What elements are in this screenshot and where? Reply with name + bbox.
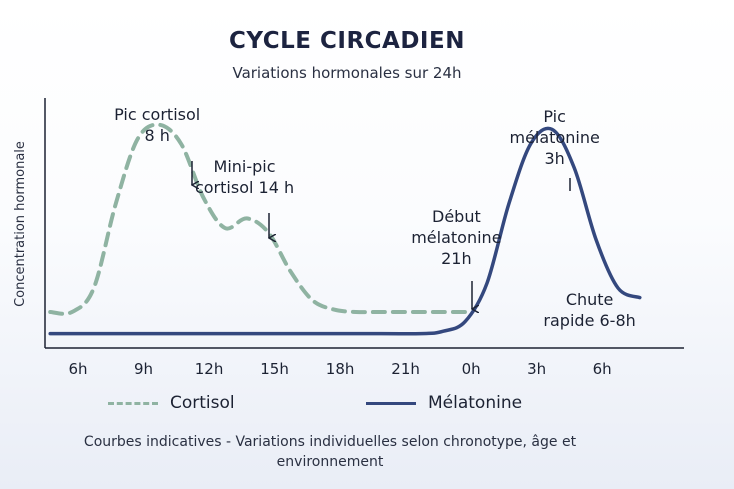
legend-item-melatonine: Mélatonine [366,393,522,413]
x-tick-label: 12h [195,360,224,378]
annotation-text: cortisol 14 h [195,178,294,197]
annotation: Chute rapide 6-8h [543,290,635,330]
annotation-text: 8 h [144,126,169,145]
legend-label-cortisol: Cortisol [170,393,235,413]
legend-item-cortisol: Cortisol [108,393,235,413]
series-line-cortisol [48,122,468,316]
annotation: Pic mélatonine 3h [510,107,600,191]
x-tick-label: 15h [260,360,289,378]
annotation: Début mélatonine 21h [411,207,502,309]
annotation-text: Pic [543,107,566,126]
annotation-text: 3h [544,149,564,168]
y-axis-label: Concentration hormonale [13,141,28,307]
annotation-text: Pic cortisol [114,105,200,124]
annotation: Mini-pic cortisol 14 h [195,157,294,238]
legend-label-melatonine: Mélatonine [428,393,523,413]
x-tick-label: 3h [527,360,546,378]
legend-swatch-melatonine [366,401,416,405]
annotation-text: 21h [441,249,472,268]
legend-swatch-cortisol [108,401,158,405]
annotation-text: Mini-pic [214,157,276,176]
chart-subtitle: Variations hormonales sur 24h [232,64,462,82]
annotation-text: mélatonine [510,128,600,147]
x-tick-label: 0h [462,360,481,378]
annotation: Pic cortisol 8 h [114,105,200,185]
annotation-text: rapide 6-8h [543,311,635,330]
annotation-text: mélatonine [411,228,501,247]
x-tick-label: 6h [68,360,87,378]
chart-footnote: Courbes indicatives - Variations individ… [83,434,577,470]
x-tick-label: 6h [593,360,612,378]
series-line-melatonine [48,126,642,336]
x-tick-label: 21h [391,360,420,378]
annotation-text: Chute [566,290,614,309]
chart-title: CYCLE CIRCADIEN [229,28,465,54]
annotation-text: Début [432,207,481,226]
x-tick-label: 9h [134,360,153,378]
x-tick-label: 18h [326,360,355,378]
